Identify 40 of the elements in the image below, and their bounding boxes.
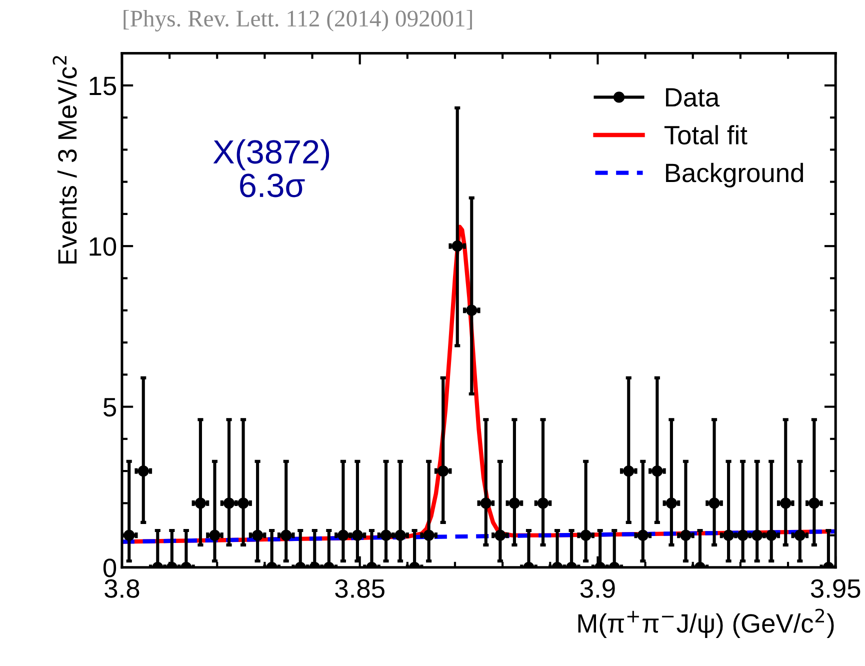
point <box>252 530 264 541</box>
point <box>666 498 678 509</box>
point <box>466 304 478 316</box>
legend-label: Total fit <box>664 125 748 144</box>
point <box>537 498 549 509</box>
point <box>138 465 149 477</box>
point <box>423 530 434 541</box>
point <box>280 530 292 541</box>
point <box>580 530 592 541</box>
x-tick-label: 3.95 <box>810 579 860 598</box>
point <box>480 498 492 509</box>
point <box>680 530 692 541</box>
y-tick-label: 10 <box>90 237 116 256</box>
point <box>780 498 792 509</box>
x-axis-title: M(π$^{+}$π$^{−}$J/ψ) (GeV/c$^{2}$) <box>578 608 834 638</box>
point <box>808 498 820 509</box>
legend-label: Background <box>666 162 804 188</box>
y-tick-label: 5 <box>103 398 116 417</box>
point <box>452 240 463 252</box>
point <box>494 530 506 541</box>
point <box>623 465 634 477</box>
point <box>209 530 220 541</box>
point <box>508 498 520 509</box>
line-series <box>122 529 836 544</box>
legend-label: Data <box>666 88 720 107</box>
point <box>652 465 663 477</box>
annotation: X(3872) 6.3σ <box>213 139 330 198</box>
x-tick-label: 3.9 <box>580 579 615 598</box>
point <box>438 465 449 477</box>
y-tick-label: 15 <box>90 76 116 96</box>
text: [Phys. Rev. Lett. 112 (2014) 092001] <box>124 10 472 32</box>
x-tick-label: 3.85 <box>335 579 384 598</box>
point <box>194 498 206 509</box>
point <box>637 530 648 541</box>
x-tick-label: 3.8 <box>104 579 140 598</box>
point <box>794 530 806 541</box>
point <box>708 498 720 509</box>
y-axis-title: Events / 3 MeV/c$^{2}$ <box>52 56 77 264</box>
y-tick-label: 0 <box>103 558 116 578</box>
point <box>124 530 135 541</box>
